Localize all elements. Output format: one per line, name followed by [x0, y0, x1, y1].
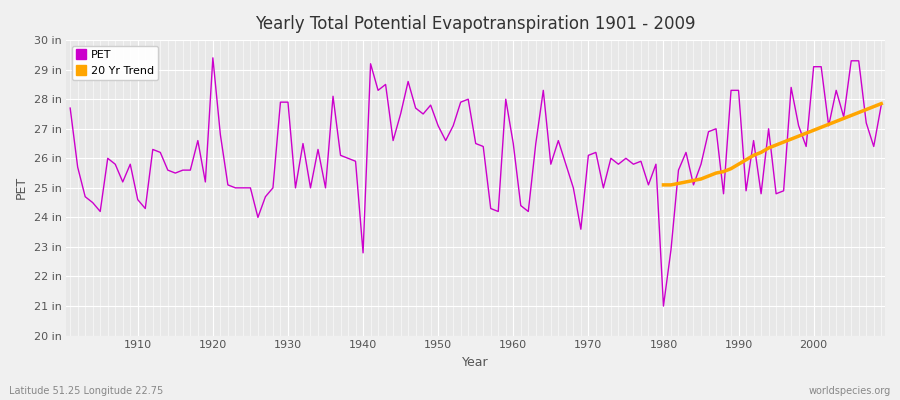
Text: Latitude 51.25 Longitude 22.75: Latitude 51.25 Longitude 22.75: [9, 386, 163, 396]
Y-axis label: PET: PET: [15, 176, 28, 200]
X-axis label: Year: Year: [463, 356, 489, 369]
Text: worldspecies.org: worldspecies.org: [809, 386, 891, 396]
Title: Yearly Total Potential Evapotranspiration 1901 - 2009: Yearly Total Potential Evapotranspiratio…: [256, 15, 696, 33]
Legend: PET, 20 Yr Trend: PET, 20 Yr Trend: [72, 46, 158, 80]
